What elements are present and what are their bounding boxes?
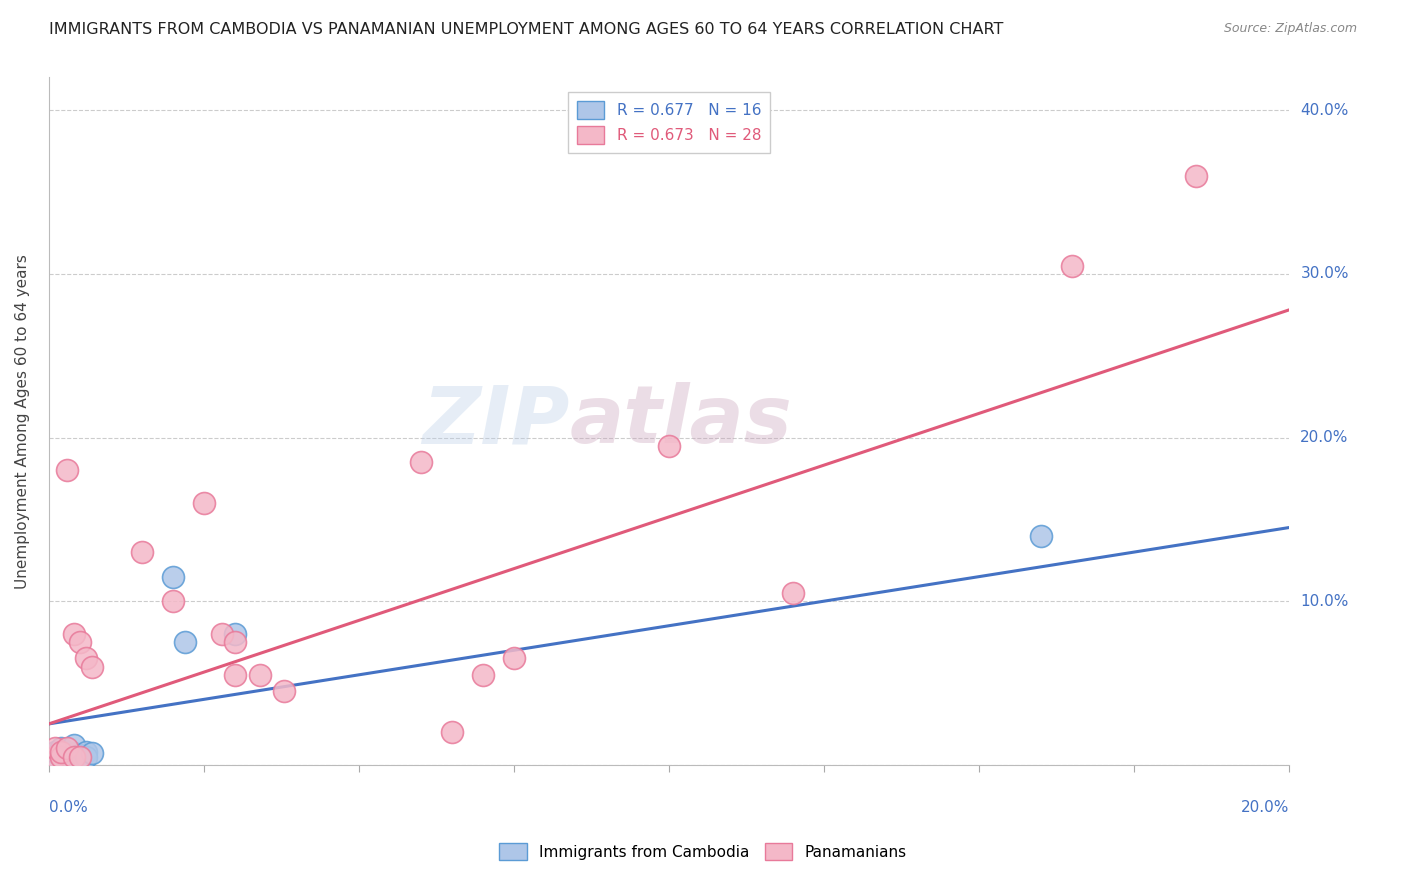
Point: [249, 668, 271, 682]
Point: [224, 635, 246, 649]
Point: [49, 741, 72, 756]
Point: [44, 749, 66, 764]
Point: [174, 635, 197, 649]
Point: [211, 627, 233, 641]
Point: [56, 741, 79, 756]
Point: [273, 684, 295, 698]
Point: [69, 749, 91, 764]
Point: [193, 496, 215, 510]
Point: [56, 463, 79, 477]
Point: [62, 627, 84, 641]
Point: [62, 747, 84, 761]
Point: [1185, 169, 1208, 183]
Legend: Immigrants from Cambodia, Panamanians: Immigrants from Cambodia, Panamanians: [494, 837, 912, 866]
Text: 0.0%: 0.0%: [49, 799, 87, 814]
Point: [44, 745, 66, 759]
Text: 10.0%: 10.0%: [1301, 594, 1348, 608]
Point: [162, 594, 184, 608]
Point: [162, 569, 184, 583]
Point: [658, 439, 681, 453]
Point: [82, 659, 104, 673]
Point: [782, 586, 804, 600]
Point: [56, 749, 79, 764]
Point: [49, 749, 72, 764]
Point: [471, 668, 494, 682]
Point: [224, 668, 246, 682]
Point: [75, 745, 97, 759]
Point: [1029, 529, 1052, 543]
Point: [49, 745, 72, 759]
Text: atlas: atlas: [569, 382, 793, 460]
Legend: R = 0.677   N = 16, R = 0.673   N = 28: R = 0.677 N = 16, R = 0.673 N = 28: [568, 92, 770, 153]
Point: [440, 725, 463, 739]
Point: [62, 749, 84, 764]
Point: [1062, 259, 1084, 273]
Text: 40.0%: 40.0%: [1301, 103, 1348, 118]
Point: [62, 738, 84, 752]
Text: 20.0%: 20.0%: [1301, 430, 1348, 445]
Point: [44, 749, 66, 764]
Point: [224, 627, 246, 641]
Text: 20.0%: 20.0%: [1241, 799, 1289, 814]
Y-axis label: Unemployment Among Ages 60 to 64 years: Unemployment Among Ages 60 to 64 years: [15, 253, 30, 589]
Text: Source: ZipAtlas.com: Source: ZipAtlas.com: [1223, 22, 1357, 36]
Text: IMMIGRANTS FROM CAMBODIA VS PANAMANIAN UNEMPLOYMENT AMONG AGES 60 TO 64 YEARS CO: IMMIGRANTS FROM CAMBODIA VS PANAMANIAN U…: [49, 22, 1004, 37]
Point: [69, 635, 91, 649]
Point: [82, 747, 104, 761]
Text: ZIP: ZIP: [422, 382, 569, 460]
Point: [44, 741, 66, 756]
Point: [75, 749, 97, 764]
Point: [503, 651, 526, 665]
Text: 30.0%: 30.0%: [1301, 267, 1348, 281]
Point: [75, 651, 97, 665]
Point: [69, 747, 91, 762]
Point: [409, 455, 432, 469]
Point: [49, 749, 72, 764]
Point: [131, 545, 153, 559]
Point: [56, 745, 79, 759]
